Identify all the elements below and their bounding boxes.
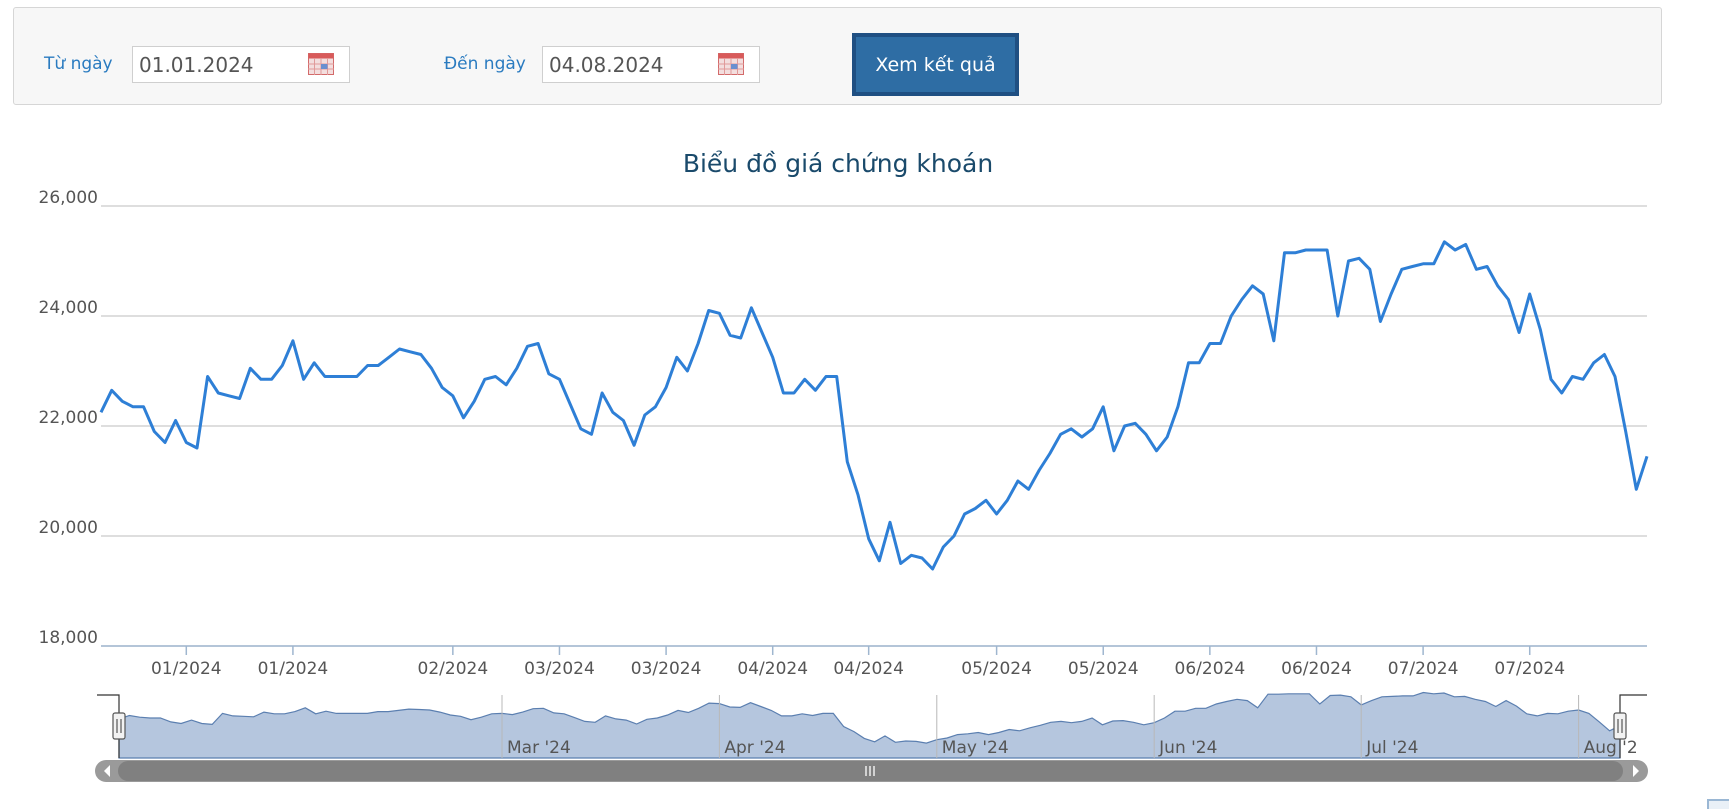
- x-tick-label: 04/2024: [833, 659, 904, 679]
- date-filter-panel: Từ ngày Đến ngày Xem kết quả: [13, 7, 1662, 105]
- navigator-labels: Mar '24 Apr '24 May '24 Jun '24 Jul '24 Aug '…: [501, 695, 1638, 758]
- x-tick-label: 05/2024: [961, 659, 1032, 679]
- x-tick-label: 05/2024: [1068, 659, 1139, 679]
- y-tick-label: 24,000: [39, 298, 98, 318]
- navigator-label: Aug '2: [1584, 738, 1638, 758]
- arrow-right-icon[interactable]: [1633, 765, 1639, 777]
- x-tick-label: 06/2024: [1281, 659, 1352, 679]
- navigator-label: Apr '24: [724, 738, 785, 758]
- y-tick-label: 18,000: [39, 628, 98, 648]
- handle-body[interactable]: [1613, 712, 1627, 740]
- stock-price-chart: Biểu đồ giá chứng khoán 18,000 20,000 22,0…: [39, 149, 1649, 782]
- y-tick-label: 26,000: [39, 188, 98, 208]
- x-tick-label: 01/2024: [151, 659, 222, 679]
- from-date-label: Từ ngày: [44, 54, 113, 74]
- view-results-label: Xem kết quả: [856, 37, 1015, 92]
- to-date-input[interactable]: [549, 50, 709, 79]
- navigator-handle-left[interactable]: [112, 712, 126, 740]
- y-axis: 18,000 20,000 22,000 24,000 26,000: [39, 188, 98, 648]
- chart-grid: [101, 205, 1647, 647]
- chart-title: Biểu đồ giá chứng khoán: [683, 149, 993, 178]
- corner-widget: [1707, 799, 1729, 809]
- view-results-button[interactable]: Xem kết quả: [852, 33, 1019, 96]
- price-series-line: [99, 240, 1649, 571]
- calendar-icon[interactable]: [718, 53, 744, 75]
- to-date-field[interactable]: [542, 46, 760, 83]
- navigator-scrollbar[interactable]: [95, 760, 1648, 782]
- x-tick-label: 04/2024: [737, 659, 808, 679]
- navigator-label: Jun '24: [1158, 738, 1217, 758]
- navigator-handle-right[interactable]: [1613, 712, 1627, 740]
- calendar-icon[interactable]: [308, 53, 334, 75]
- y-tick-label: 22,000: [39, 408, 98, 428]
- navigator-label: May '24: [942, 738, 1009, 758]
- from-date-input[interactable]: [139, 50, 299, 79]
- x-tick-label: 02/2024: [418, 659, 489, 679]
- arrow-left-icon[interactable]: [104, 765, 110, 777]
- x-axis: 01/2024 01/2024 02/2024 03/2024 03/2024 04/20…: [101, 645, 1647, 679]
- from-date-field[interactable]: [132, 46, 350, 83]
- x-tick-label: 03/2024: [524, 659, 595, 679]
- x-tick-label: 06/2024: [1175, 659, 1246, 679]
- y-tick-label: 20,000: [39, 518, 98, 538]
- handle-body[interactable]: [112, 712, 126, 740]
- x-tick-label: 07/2024: [1388, 659, 1459, 679]
- x-tick-label: 01/2024: [258, 659, 329, 679]
- to-date-label: Đến ngày: [444, 54, 526, 74]
- navigator[interactable]: Mar '24 Apr '24 May '24 Jun '24 Jul '24 Aug '…: [97, 691, 1647, 759]
- x-tick-label: 07/2024: [1494, 659, 1565, 679]
- navigator-area: [118, 691, 1621, 759]
- navigator-label: Mar '24: [507, 738, 571, 758]
- x-tick-label: 03/2024: [631, 659, 702, 679]
- navigator-label: Jul '24: [1365, 738, 1418, 758]
